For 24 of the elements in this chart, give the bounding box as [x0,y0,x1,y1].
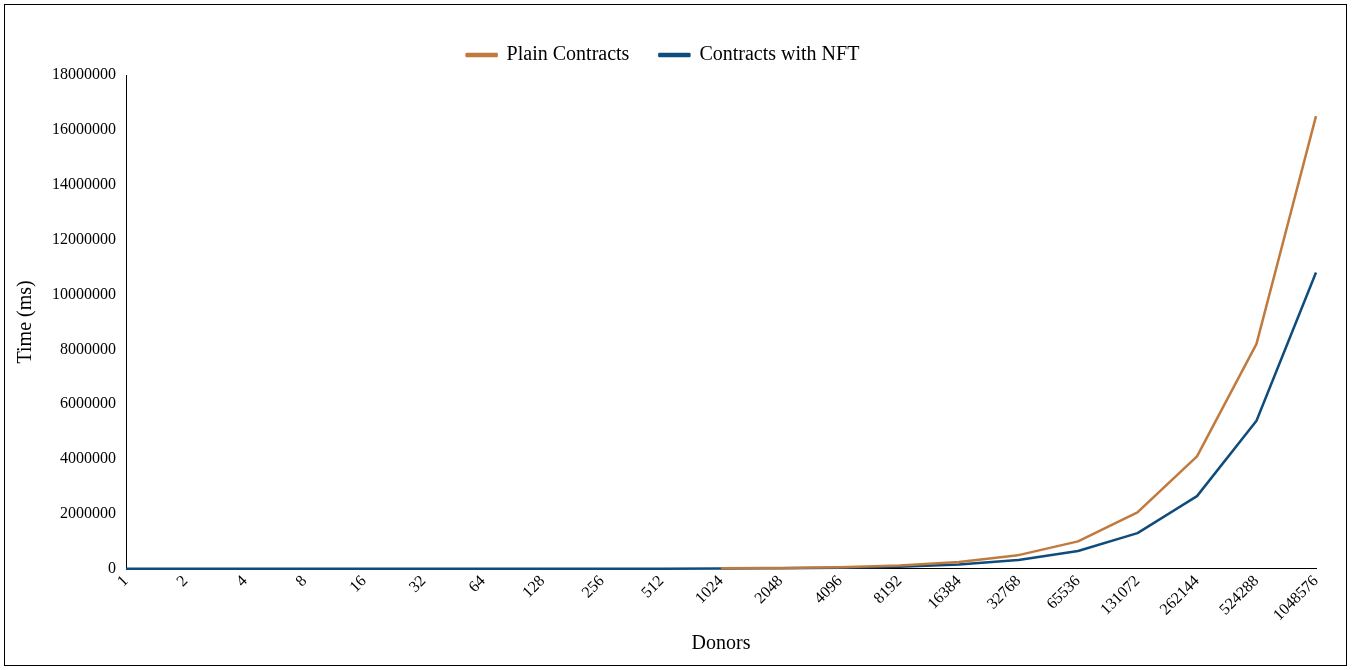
y-tick-label: 0 [108,559,116,577]
y-tick-label: 8000000 [60,339,116,357]
y-axis-title: Time (ms) [13,280,37,364]
legend-label: Contracts with NFT [699,42,860,65]
x-tick-label: 8 [291,571,310,590]
y-tick-label: 16000000 [52,120,116,138]
x-tick-label: 64 [464,571,489,596]
x-tick-label: 512 [637,571,667,601]
x-tick-label: 32 [405,571,429,596]
x-tick-label: 4 [232,571,251,590]
x-tick-label: 2 [172,571,191,590]
y-tick-label: 4000000 [60,449,116,467]
y-tick-label: 10000000 [52,284,116,302]
x-tick-label: 16 [345,571,370,596]
x-tick-label: 256 [578,571,608,601]
y-tick-label: 2000000 [60,504,116,522]
y-tick-label: 18000000 [52,65,116,83]
x-axis-title: Donors [691,631,751,654]
y-tick-label: 6000000 [60,394,116,412]
y-tick-label: 14000000 [52,174,116,192]
x-tick-label: 8192 [869,571,905,607]
x-tick-label: 128 [518,571,548,601]
y-tick-label: 12000000 [52,229,116,247]
legend-label: Plain Contracts [506,42,630,65]
